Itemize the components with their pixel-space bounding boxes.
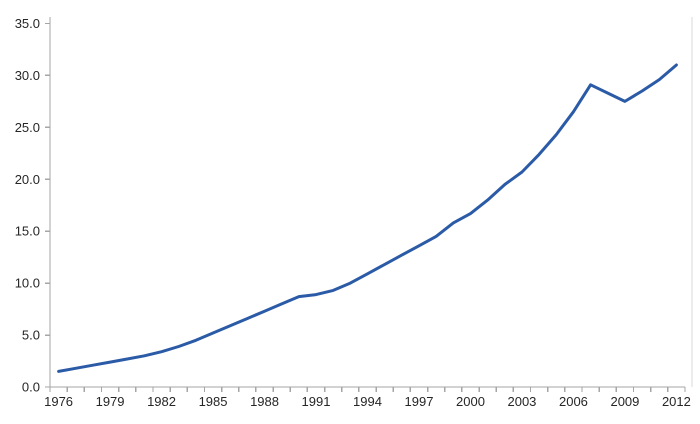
y-axis-tick-label: 15.0 — [15, 224, 40, 239]
x-axis-tick-label: 1994 — [353, 394, 382, 409]
y-axis-tick-label: 35.0 — [15, 16, 40, 31]
x-axis-tick-label: 2006 — [559, 394, 588, 409]
x-axis-tick-label: 1991 — [302, 394, 331, 409]
x-axis-tick-label: 1979 — [96, 394, 125, 409]
x-axis-tick-label: 2000 — [456, 394, 485, 409]
x-axis-tick-label: 2003 — [507, 394, 536, 409]
y-axis-tick-label: 30.0 — [15, 68, 40, 83]
x-axis-tick-label: 1982 — [147, 394, 176, 409]
y-axis-tick-label: 5.0 — [22, 328, 40, 343]
data-series-line — [57, 63, 678, 373]
y-axis-tick-label: 25.0 — [15, 120, 40, 135]
y-axis-tick-label: 0.0 — [22, 380, 40, 395]
x-axis-tick-label: 1985 — [199, 394, 228, 409]
x-axis-tick-label: 1976 — [44, 394, 73, 409]
y-axis-tick-label: 10.0 — [15, 276, 40, 291]
y-axis-tick-label: 20.0 — [15, 172, 40, 187]
x-axis-tick-label: 2012 — [662, 394, 691, 409]
x-axis-tick-label: 1997 — [405, 394, 434, 409]
x-axis-tick-label: 2009 — [610, 394, 639, 409]
x-axis-tick-label: 1988 — [250, 394, 279, 409]
